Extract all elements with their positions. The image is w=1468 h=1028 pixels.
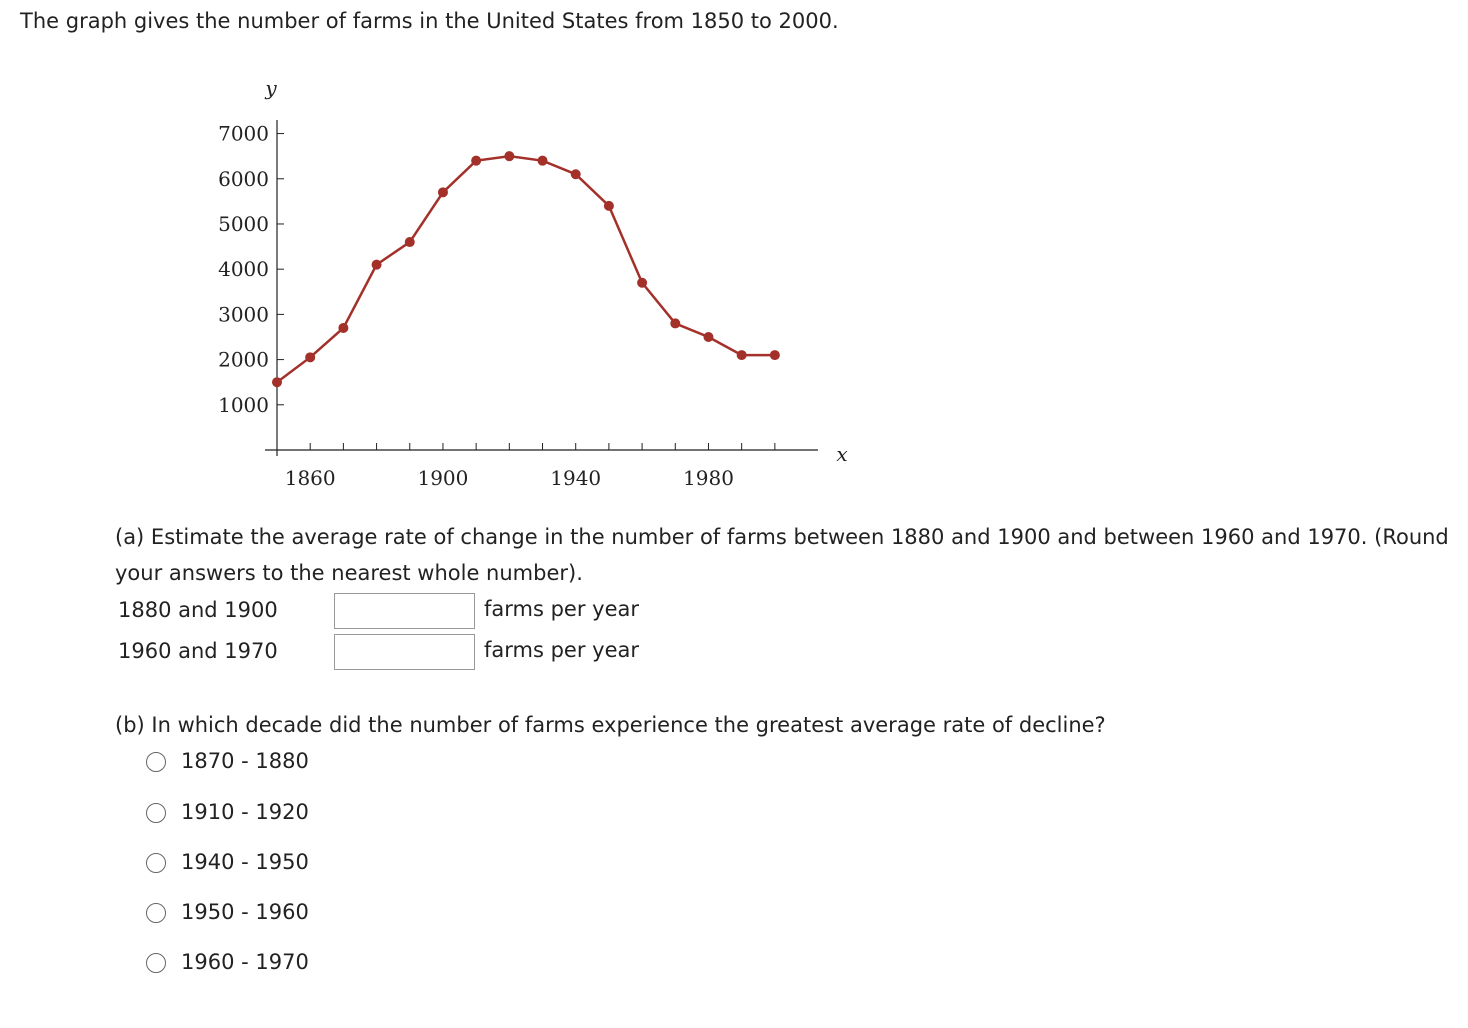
row-label: 1880 and 1900 xyxy=(118,598,278,622)
x-tick-label: 1940 xyxy=(550,466,601,490)
data-point xyxy=(404,237,415,248)
chart: x y 1000 2000 3000 4000 5000 6000 7000 1860 1900 19… xyxy=(218,76,848,490)
data-point xyxy=(637,277,648,288)
x-axis-label: x xyxy=(836,442,847,466)
row-label: 1960 and 1970 xyxy=(118,639,278,663)
question: The graph gives the number of farms in t… xyxy=(20,9,839,33)
data-point xyxy=(504,151,515,162)
option-label[interactable]: 1870 - 1880 xyxy=(181,749,309,773)
data-point xyxy=(437,187,448,198)
option-label[interactable]: 1950 - 1960 xyxy=(181,900,309,924)
data-point xyxy=(338,322,349,333)
row-unit: farms per year xyxy=(484,597,640,621)
part-b-text: (b) In which decade did the number of fa… xyxy=(115,713,1106,737)
data-point xyxy=(371,259,382,270)
radio-button[interactable] xyxy=(146,903,166,923)
y-tick-label: 1000 xyxy=(218,393,269,417)
data-point xyxy=(272,377,282,388)
data-point xyxy=(471,155,482,166)
x-tick-label: 1980 xyxy=(683,466,734,490)
option-label[interactable]: 1940 - 1950 xyxy=(181,850,309,874)
option-label[interactable]: 1960 - 1970 xyxy=(181,950,309,974)
radio-button[interactable] xyxy=(146,803,166,823)
y-tick-label: 5000 xyxy=(218,212,269,236)
y-tick-label: 6000 xyxy=(218,167,269,191)
part-a-text: (a) Estimate the average rate of change … xyxy=(115,525,1449,585)
x-tick-label: 1860 xyxy=(285,466,336,490)
data-point xyxy=(736,350,747,361)
data-line xyxy=(276,154,775,384)
data-point xyxy=(703,331,714,342)
y-tick-label: 7000 xyxy=(218,122,269,146)
data-point xyxy=(305,352,316,363)
data-point xyxy=(537,155,548,166)
data-point xyxy=(603,200,614,211)
y-tick-label: 2000 xyxy=(218,348,269,372)
row-unit: farms per year xyxy=(484,638,640,662)
radio-button[interactable] xyxy=(146,752,166,772)
data-point xyxy=(670,318,681,329)
data-point xyxy=(570,169,581,180)
x-tick-label: 1900 xyxy=(417,466,468,490)
answer-input[interactable] xyxy=(334,593,475,629)
y-tick-label: 3000 xyxy=(218,302,269,326)
option-label[interactable]: 1910 - 1920 xyxy=(181,800,309,824)
answer-input[interactable] xyxy=(334,634,475,670)
y-axis-label: y xyxy=(264,76,277,100)
data-point xyxy=(769,350,780,361)
radio-button[interactable] xyxy=(146,953,166,973)
y-tick-label: 4000 xyxy=(218,257,269,281)
radio-button[interactable] xyxy=(146,853,166,873)
